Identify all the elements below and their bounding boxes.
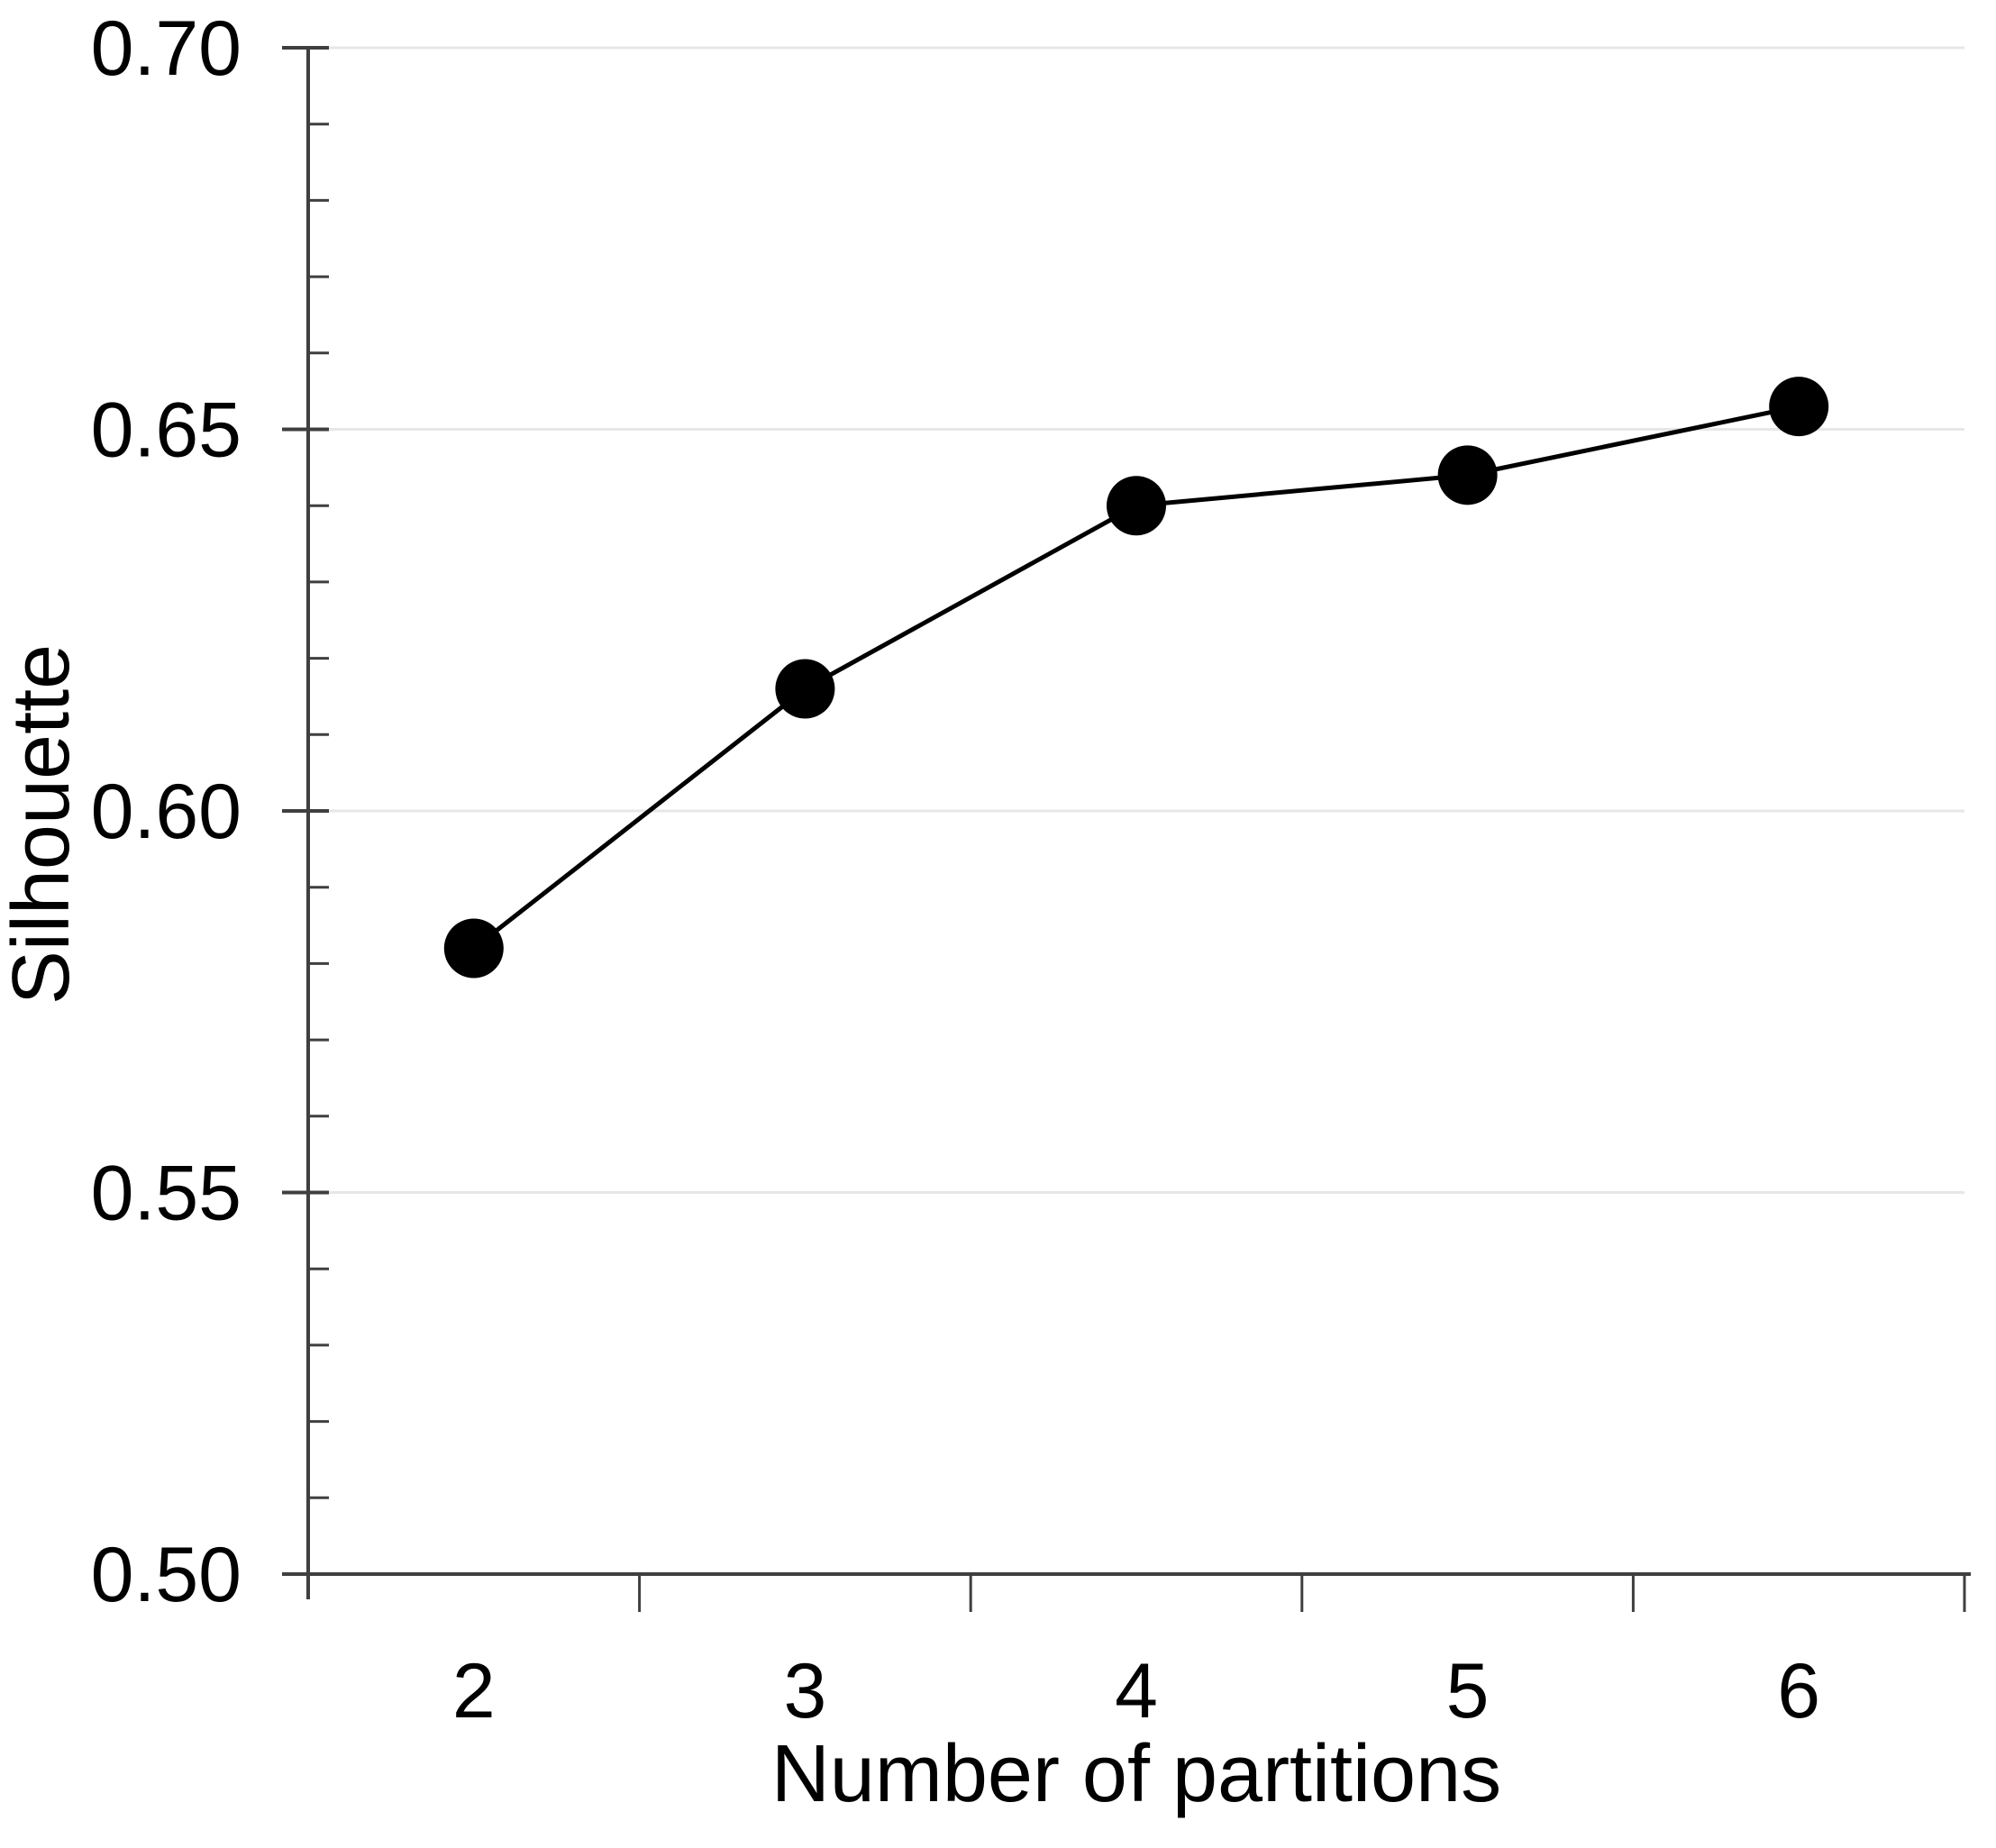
y-tick-label: 0.60: [91, 769, 242, 855]
data-series-group: [443, 377, 1829, 979]
x-tick-label: 5: [1446, 1648, 1490, 1734]
data-point-marker: [775, 659, 835, 719]
x-axis-title: Number of partitions: [771, 1729, 1501, 1819]
gridlines-group: [308, 46, 1964, 1194]
y-tick-label: 0.65: [91, 387, 242, 474]
x-tick-label: 6: [1777, 1648, 1820, 1734]
axes-group: [282, 46, 1971, 1612]
tick-labels-group: 0.50 0.55 0.60 0.65 0.70 2 3 4 5 6: [91, 5, 1821, 1734]
data-point-marker: [1769, 377, 1829, 437]
data-point-marker: [443, 918, 504, 979]
x-tick-label: 2: [452, 1648, 496, 1734]
data-point-marker: [1107, 476, 1166, 536]
y-tick-label: 0.50: [91, 1532, 242, 1618]
y-axis-title: Silhouette: [0, 644, 87, 1005]
data-point-marker: [1437, 445, 1498, 505]
x-tick-label: 4: [1115, 1648, 1158, 1734]
x-tick-label: 3: [783, 1648, 826, 1734]
y-tick-label: 0.55: [91, 1151, 242, 1237]
y-tick-label: 0.70: [91, 5, 242, 92]
